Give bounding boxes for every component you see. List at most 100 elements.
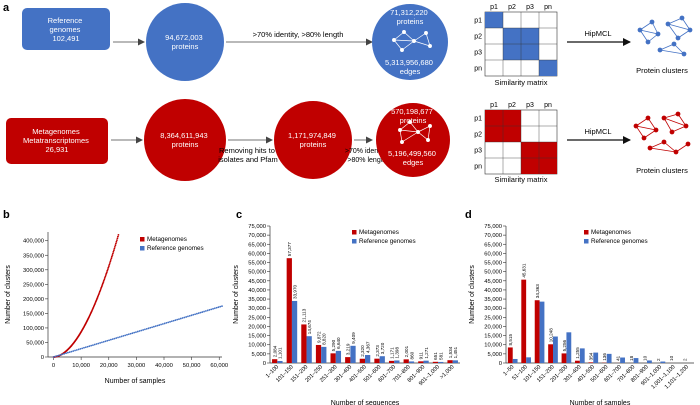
x-axis-label: Number of samples <box>105 378 166 385</box>
metagenomes-bar <box>359 358 365 363</box>
bar-value-label: 4,367 <box>365 341 370 353</box>
reference-genomes-point <box>206 309 209 312</box>
bar-value-label: 2,320 <box>360 345 365 357</box>
y-tick-label: 35,000 <box>484 297 502 303</box>
reference-genomes-point <box>131 332 134 335</box>
blue-matrix-row-label: pn <box>474 66 482 73</box>
metagenomes-point <box>106 268 109 271</box>
red-matrix-cell <box>539 158 557 174</box>
reference-genomes-point <box>172 319 175 322</box>
reference-genomes-box <box>22 8 110 50</box>
y-tick-label: 20,000 <box>248 324 266 330</box>
blue-matrix-col-label: p1 <box>490 4 498 11</box>
blue-matrix-cell <box>521 28 539 44</box>
bar-value-label: 18 <box>629 355 634 361</box>
reference-proteins-label: 94,672,003 proteins <box>165 33 205 51</box>
metagenomes-point <box>102 279 105 282</box>
reference-genomes-bar <box>620 357 625 363</box>
chart-clusters-vs-samples: 0 50,000 100,000 150,000 200,000 250,000 300,0… <box>5 232 228 385</box>
bar-value-label: 2 <box>683 358 688 361</box>
reference-genomes-point <box>63 352 66 355</box>
bar-value-label: 3,720 <box>380 342 385 354</box>
red-matrix-cell <box>539 142 557 158</box>
reference-genomes-point <box>161 323 164 325</box>
metagenomes-bar <box>561 353 567 363</box>
reference-genomes-bar <box>512 358 518 363</box>
bar-value-label: 14,674 <box>307 320 312 334</box>
y-tick-label: 60,000 <box>484 251 502 257</box>
reference-genomes-point <box>197 312 200 315</box>
similarity-matrix-caption: Similarity matrix <box>495 175 548 184</box>
bar-value-label: 10 <box>642 355 647 361</box>
reference-genomes-bar <box>408 361 415 363</box>
reference-genomes-point <box>145 327 148 330</box>
y-tick-label: 400,000 <box>23 239 44 245</box>
similarity-matrix-blue: p1 p2 p3 pn p1 p2 p3 pn <box>474 4 558 77</box>
red-matrix-col-label: pn <box>544 102 552 109</box>
reference-genomes-point <box>59 353 62 356</box>
reference-genomes-point <box>90 344 93 347</box>
filtered-proteins-label: 1,171,974,849 proteins <box>288 131 338 149</box>
y-tick-label: 250,000 <box>23 282 44 288</box>
bar-value-label: 9,872 <box>316 331 321 343</box>
protein-clusters-caption: Protein clusters <box>636 166 688 175</box>
metagenomes-bar <box>534 300 540 363</box>
y-tick-label: 35,000 <box>248 297 266 303</box>
reference-identity-label: >70% identity, >80% length <box>253 30 344 39</box>
reference-genomes-point <box>129 332 132 335</box>
legend-swatch <box>584 230 589 235</box>
metagenome-network-circle <box>376 103 450 177</box>
reference-genomes-point <box>72 350 75 352</box>
metagenomes-point <box>112 250 115 253</box>
legend-swatch <box>140 237 145 242</box>
metagenomes-point <box>105 272 108 275</box>
filter-label: Removing hits to isolates and Pfam <box>218 146 278 164</box>
metagenomes-bar <box>286 258 292 363</box>
metagenomes-point <box>111 254 114 256</box>
legend-label: Metagenomes <box>147 236 187 243</box>
metagenomes-point <box>100 286 103 289</box>
panel-b: b 0 50,000 100,000 150,000 200,000 250,000 300… <box>3 209 228 385</box>
red-matrix-col-label: p2 <box>508 102 516 109</box>
y-tick-label: 65,000 <box>484 242 502 248</box>
reference-genomes-bar <box>277 360 283 363</box>
blue-matrix-cell <box>539 60 557 76</box>
reference-genomes-point <box>75 349 78 351</box>
bar-value-label: 10,248 <box>548 328 553 342</box>
metagenome-network-graph <box>398 120 432 144</box>
red-matrix-row-label: pn <box>474 164 482 171</box>
metagenomes-label: Metagenomes Metatranscriptomes 26,931 <box>23 127 91 154</box>
red-matrix-col-label: p1 <box>490 102 498 109</box>
reference-genomes-bar <box>365 355 371 363</box>
bar-value-label: 5,290 <box>331 339 336 351</box>
bar-value-label: 33,970 <box>292 284 297 298</box>
reference-genomes-point <box>135 331 137 334</box>
y-tick-label: 45,000 <box>248 279 266 285</box>
reference-genomes-point <box>174 319 177 322</box>
reference-genomes-point <box>138 330 141 332</box>
bar-value-label: 6,640 <box>336 337 341 349</box>
reference-genomes-point <box>204 310 207 312</box>
reference-genomes-point <box>120 335 123 338</box>
protein-clusters-caption: Protein clusters <box>636 66 688 75</box>
reference-genomes-point <box>113 337 116 340</box>
metagenomes-point <box>108 262 111 264</box>
reference-genomes-point <box>109 338 112 341</box>
reference-genomes-point <box>203 310 205 313</box>
metagenomes-point <box>107 266 110 269</box>
bar-value-label: 5,256 <box>562 339 567 351</box>
bar-value-label: 1,101 <box>278 347 283 359</box>
red-protein-clusters <box>633 111 691 155</box>
y-tick-label: 0 <box>263 361 266 367</box>
reference-genomes-bar <box>539 301 545 363</box>
metagenomes-point <box>114 244 117 247</box>
metagenomes-bar <box>388 360 395 363</box>
y-tick-label: 350,000 <box>23 253 44 259</box>
y-tick-label: 75,000 <box>248 224 266 230</box>
bar-value-label: 1,451 <box>453 346 458 358</box>
y-tick-label: 30,000 <box>248 306 266 312</box>
chart-clusters-by-samples: 0 5,000 10,000 15,000 20,000 25,000 30,000 35,0… <box>469 224 694 405</box>
reference-network-proteins: 71,312,220 proteins <box>390 8 430 26</box>
blue-matrix-cell <box>485 12 503 28</box>
legend-swatch <box>584 239 589 244</box>
